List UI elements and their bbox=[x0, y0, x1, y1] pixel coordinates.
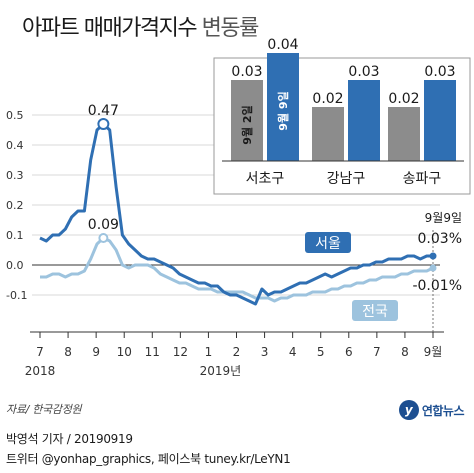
y-tick-label: 0.2 bbox=[6, 199, 24, 212]
x-tick-label: 12 bbox=[173, 345, 188, 359]
series-label-seoul: 서울 bbox=[315, 236, 341, 252]
y-tick-label: 0.1 bbox=[6, 229, 24, 242]
page-title: 아파트 매매가격지수 변동률 bbox=[22, 10, 260, 42]
x-tick-label: 9월 bbox=[424, 345, 443, 359]
date-annotation: 9월9일 bbox=[425, 211, 462, 225]
x-tick-label: 8 bbox=[64, 345, 72, 359]
category-label: 서초구 bbox=[246, 171, 285, 187]
y-tick-label: 0.3 bbox=[6, 169, 24, 182]
title-sub: 변동률 bbox=[201, 16, 260, 41]
credit-line-1: 박영석 기자 / 20190919 bbox=[6, 432, 133, 446]
x-tick-label: 8 bbox=[401, 345, 409, 359]
title-main: 아파트 매매가격지수 bbox=[22, 16, 198, 41]
bar bbox=[267, 53, 299, 161]
legend-label-prev: 9월 2일 bbox=[240, 105, 254, 144]
series-line-nation bbox=[40, 236, 434, 303]
x-tick-label: 11 bbox=[145, 345, 160, 359]
bar-value-label: 0.02 bbox=[312, 91, 343, 107]
credit-line-2: 트위터 @yonhap_graphics, 페이스북 tuney.kr/LeYN… bbox=[6, 452, 291, 466]
peak-label-seoul: 0.47 bbox=[88, 103, 119, 119]
peak-marker-nation bbox=[98, 233, 109, 243]
bar bbox=[424, 80, 456, 161]
logo-text: 연합뉴스 bbox=[421, 403, 465, 418]
y-tick-label: 0.4 bbox=[6, 139, 24, 152]
x-tick-label: 9 bbox=[92, 345, 100, 359]
category-label: 강남구 bbox=[327, 171, 366, 187]
series-badge-nation bbox=[352, 300, 398, 321]
bar bbox=[231, 80, 263, 161]
year-label: 2019년 bbox=[200, 364, 242, 378]
y-tick-label: 0.0 bbox=[6, 259, 24, 272]
x-tick-label: 1 bbox=[205, 345, 213, 359]
source-note: 자료/ 한국감정원 bbox=[6, 403, 82, 416]
series-label-nation: 전국 bbox=[362, 304, 388, 320]
yonhap-logo: y 연합뉴스 bbox=[398, 400, 465, 420]
peak-label-nation: 0.09 bbox=[88, 217, 119, 233]
x-tick-label: 5 bbox=[317, 345, 325, 359]
peak-marker-seoul bbox=[97, 118, 110, 130]
x-tick-label: 4 bbox=[289, 345, 297, 359]
bar-value-label: 0.02 bbox=[388, 91, 419, 107]
x-tick-label: 10 bbox=[117, 345, 132, 359]
x-tick-label: 6 bbox=[345, 345, 353, 359]
year-label: 2018 bbox=[25, 364, 56, 378]
bar bbox=[312, 107, 344, 161]
x-tick-label: 7 bbox=[373, 345, 381, 359]
bar bbox=[348, 80, 380, 161]
y-tick-label: 0.5 bbox=[6, 109, 24, 122]
series-badge-seoul bbox=[305, 232, 351, 253]
bar-value-label: 0.03 bbox=[231, 64, 262, 80]
bar-value-label: 0.04 bbox=[267, 37, 298, 53]
bar bbox=[388, 107, 420, 161]
x-tick-label: 7 bbox=[36, 345, 44, 359]
x-tick-label: 2 bbox=[233, 345, 241, 359]
x-tick-label: 3 bbox=[261, 345, 269, 359]
yonhap-logo-icon: y bbox=[398, 400, 419, 420]
y-tick-label: -0.1 bbox=[6, 289, 27, 302]
end-marker-seoul bbox=[429, 252, 437, 260]
category-label: 송파구 bbox=[403, 171, 442, 187]
seoul-last-label: 0.03% bbox=[418, 231, 462, 247]
bar-value-label: 0.03 bbox=[424, 64, 455, 80]
legend-label-curr: 9월 9일 bbox=[276, 91, 290, 130]
end-marker-nation bbox=[429, 264, 437, 272]
bar-value-label: 0.03 bbox=[348, 64, 379, 80]
nation-last-label: -0.01% bbox=[412, 278, 462, 294]
